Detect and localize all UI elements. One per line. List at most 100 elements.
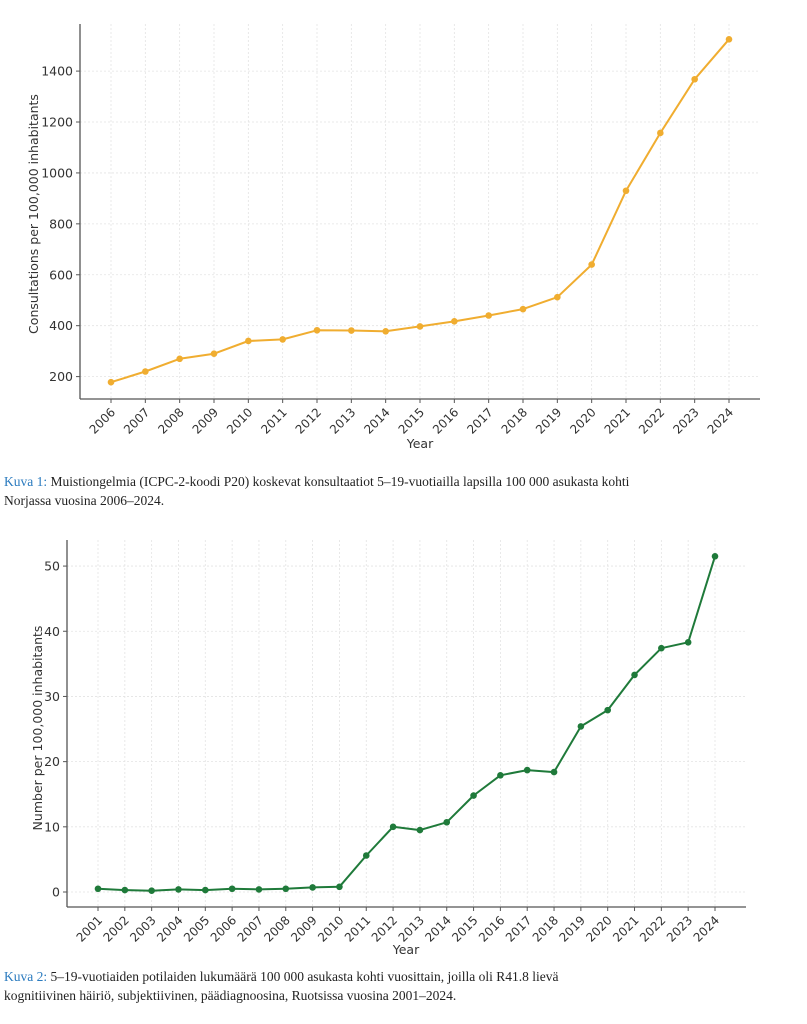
data-point <box>228 885 236 893</box>
x-tick-label: 2022 <box>637 913 668 944</box>
figure-2-label: Kuva 2: <box>4 969 48 984</box>
x-ticks: 2006 2007 2008 2009 2010 2011 2012 2013 2014 2015… <box>87 399 736 437</box>
x-tick-label: 2016 <box>476 913 507 944</box>
series <box>107 35 733 386</box>
data-point <box>94 885 102 893</box>
data-point <box>658 644 665 652</box>
x-tick-label: 2023 <box>664 913 695 944</box>
data-point <box>389 823 397 831</box>
x-tick-label: 2018 <box>530 913 561 944</box>
data-point <box>142 368 149 375</box>
series-line <box>110 38 730 384</box>
x-tick-label: 2010 <box>224 405 255 436</box>
data-point <box>622 187 630 195</box>
x-ticks: 2001200220032004200520062007200820092010… <box>74 907 722 945</box>
y-tick-label: 10 <box>44 819 60 834</box>
data-point <box>382 327 389 335</box>
data-point <box>282 885 290 893</box>
data-point <box>210 350 218 357</box>
x-tick-label: 2007 <box>121 405 152 436</box>
data-point <box>443 818 451 826</box>
grid <box>80 24 760 399</box>
x-tick-label: 2015 <box>449 913 480 944</box>
data-point <box>313 326 321 334</box>
data-point <box>554 293 561 301</box>
x-tick-label: 2009 <box>190 405 221 436</box>
x-tick-label: 2021 <box>602 405 633 436</box>
data-point <box>523 766 531 774</box>
x-tick-label: 2012 <box>293 405 324 436</box>
figure-2-caption-line1: 5–19-vuotiaiden potilaiden lukumäärä 100… <box>47 969 559 984</box>
data-point <box>485 312 492 319</box>
grid <box>67 540 746 907</box>
x-tick-label: 2005 <box>181 913 212 944</box>
y-axis-label: Consultations per 100,000 inhabitants <box>26 94 41 334</box>
data-point <box>121 886 129 894</box>
figure-2-caption: Kuva 2: 5–19-vuotiaiden potilaiden lukum… <box>4 967 804 1005</box>
x-axis-label: Year <box>392 942 420 957</box>
x-tick-label: 2009 <box>288 913 319 944</box>
x-tick-label: 2017 <box>503 913 534 944</box>
x-tick-label: 2019 <box>533 405 564 436</box>
data-point <box>577 723 585 730</box>
x-tick-label: 2006 <box>208 913 239 944</box>
data-point <box>362 852 370 859</box>
y-ticks: 200 400 600 800 1000 1200 1400 <box>41 64 80 384</box>
data-point <box>684 639 692 646</box>
chart-patients: 0 10 20 30 40 50 2001200220032004200520062007… <box>30 540 746 957</box>
x-tick-label: 2022 <box>636 405 667 436</box>
y-tick-label: 20 <box>44 754 60 769</box>
data-point <box>148 887 155 895</box>
data-point <box>711 552 719 560</box>
data-point <box>657 129 664 137</box>
x-tick-label: 2002 <box>100 913 131 944</box>
x-tick-label: 2008 <box>155 405 186 436</box>
x-tick-label: 2023 <box>670 405 701 436</box>
x-tick-label: 2006 <box>87 405 118 436</box>
data-point <box>691 75 698 83</box>
figure-1-caption-line2: Norjassa vuosina 2006–2024. <box>4 493 165 508</box>
data-point <box>255 886 263 893</box>
x-tick-label: 2017 <box>464 405 495 436</box>
y-tick-label: 1000 <box>41 165 73 180</box>
data-point <box>176 355 183 363</box>
data-point <box>309 884 316 891</box>
data-point <box>416 323 424 330</box>
data-point <box>550 768 558 776</box>
x-tick-label: 2024 <box>691 913 722 944</box>
x-tick-label: 2019 <box>556 913 587 944</box>
y-tick-label: 600 <box>49 267 73 282</box>
y-tick-label: 400 <box>49 318 73 333</box>
data-point <box>202 886 209 894</box>
x-tick-label: 2012 <box>369 913 400 944</box>
y-tick-label: 30 <box>44 689 60 704</box>
x-axis-label: Year <box>406 436 434 451</box>
y-tick-label: 200 <box>49 369 73 384</box>
axes <box>66 540 746 908</box>
data-point <box>470 792 477 799</box>
series <box>94 552 719 895</box>
y-ticks: 0 10 20 30 40 50 <box>44 559 67 900</box>
x-tick-label: 2015 <box>396 405 427 436</box>
x-tick-label: 2014 <box>361 405 392 436</box>
data-point <box>631 671 638 679</box>
x-tick-label: 2007 <box>235 913 266 944</box>
y-tick-label: 1200 <box>41 115 73 130</box>
y-tick-label: 1400 <box>41 64 73 79</box>
x-tick-label: 2013 <box>327 405 358 436</box>
data-point <box>348 327 355 334</box>
x-tick-label: 2016 <box>430 405 461 436</box>
x-tick-label: 2011 <box>258 405 289 436</box>
figure-1-label: Kuva 1: <box>4 474 48 489</box>
series-line <box>97 556 716 892</box>
y-tick-label: 50 <box>44 559 60 574</box>
x-tick-label: 2010 <box>315 913 346 944</box>
x-tick-label: 2011 <box>342 913 373 944</box>
x-tick-label: 2021 <box>610 913 641 944</box>
y-tick-label: 0 <box>52 885 60 900</box>
data-point <box>107 378 115 386</box>
x-tick-label: 2004 <box>154 913 185 944</box>
data-point <box>497 772 504 779</box>
x-tick-label: 2013 <box>396 913 427 944</box>
